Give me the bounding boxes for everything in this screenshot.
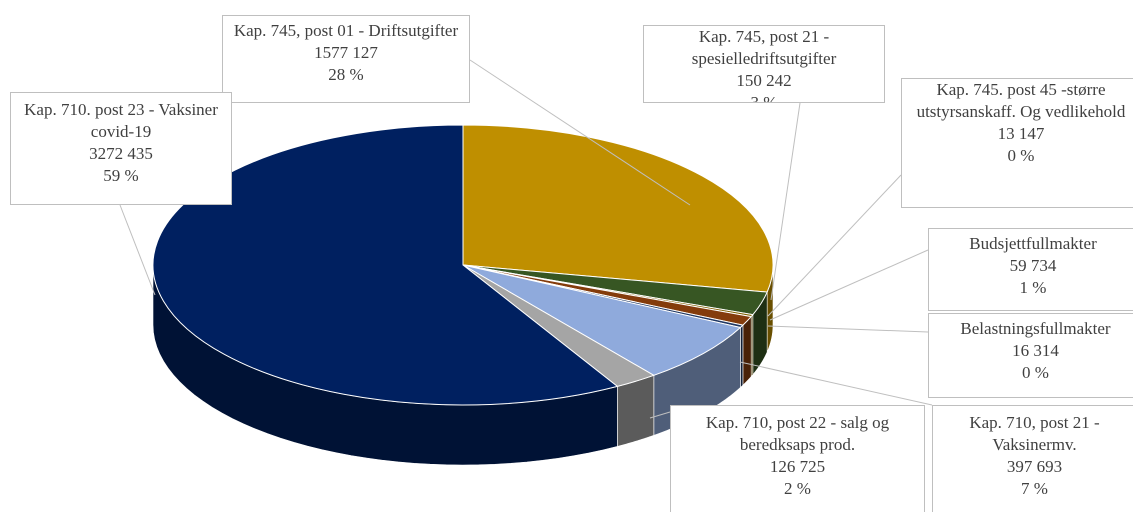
slice-tops bbox=[152, 124, 774, 406]
slice-label: Kap. 745. post 45 -større utstyrsanskaff… bbox=[916, 80, 1126, 121]
leader-line bbox=[770, 102, 801, 301]
leader-line bbox=[767, 174, 902, 317]
slice bbox=[462, 124, 774, 293]
slice bbox=[152, 124, 619, 406]
slice bbox=[462, 264, 742, 376]
percent-label: 28 % bbox=[328, 65, 364, 84]
leader-line bbox=[767, 325, 929, 333]
label-box: Kap. 710. post 23 - Vaksiner covid-19 327… bbox=[10, 92, 232, 205]
leader-line bbox=[769, 249, 929, 321]
percent-label: 0 % bbox=[1007, 146, 1035, 165]
slice-label: Belastningsfullmakter bbox=[960, 319, 1111, 338]
leader-line bbox=[469, 59, 691, 206]
percent-label: 1 % bbox=[1019, 278, 1047, 297]
slice-label: Budsjettfullmakter bbox=[969, 234, 1097, 253]
slice-side bbox=[617, 374, 655, 447]
slice-label: Kap. 745, post 21 - spesielledriftsutgif… bbox=[691, 27, 837, 68]
percent-label: 7 % bbox=[1021, 479, 1048, 498]
label-box: Budsjettfullmakter 59 734 1 % bbox=[928, 228, 1133, 311]
label-box: Kap. 745, post 21 - spesielledriftsutgif… bbox=[643, 25, 885, 103]
value-label: 59 734 bbox=[1009, 256, 1057, 275]
percent-label: 59 % bbox=[103, 166, 139, 185]
percent-label: 3 % bbox=[750, 93, 778, 103]
leader-line bbox=[739, 361, 933, 406]
label-box: Belastningsfullmakter 16 314 0 % bbox=[928, 313, 1133, 398]
slice-label: Kap. 710, post 21 - Vaksinermv. bbox=[969, 413, 1100, 454]
percent-label: 0 % bbox=[1022, 363, 1049, 382]
value-label: 1577 127 bbox=[314, 43, 378, 62]
label-box: Kap. 710, post 22 - salg og beredksaps p… bbox=[670, 405, 925, 512]
value-label: 126 725 bbox=[769, 457, 826, 476]
value-label: 13 147 bbox=[997, 124, 1045, 143]
label-box: Kap. 745, post 01 - Driftsutgifter 1577 1… bbox=[222, 15, 470, 103]
slice-label: Kap. 710. post 23 - Vaksiner covid-19 bbox=[24, 100, 218, 141]
value-label: 3272 435 bbox=[89, 144, 153, 163]
value-label: 150 242 bbox=[736, 71, 792, 90]
percent-label: 2 % bbox=[784, 479, 811, 498]
slice-label: Kap. 710, post 22 - salg og beredksaps p… bbox=[705, 413, 890, 454]
slice-label: Kap. 745, post 01 - Driftsutgifter bbox=[233, 21, 459, 40]
value-label: 397 693 bbox=[1006, 457, 1063, 476]
slice-side bbox=[742, 315, 752, 386]
leader-line bbox=[119, 204, 156, 296]
leader-line bbox=[649, 411, 671, 419]
value-label: 16 314 bbox=[1012, 341, 1059, 360]
label-box: Kap. 745. post 45 -større utstyrsanskaff… bbox=[901, 78, 1133, 208]
slice-side bbox=[740, 324, 744, 389]
label-box: Kap. 710, post 21 - Vaksinermv. 397 693 7 … bbox=[932, 405, 1133, 512]
